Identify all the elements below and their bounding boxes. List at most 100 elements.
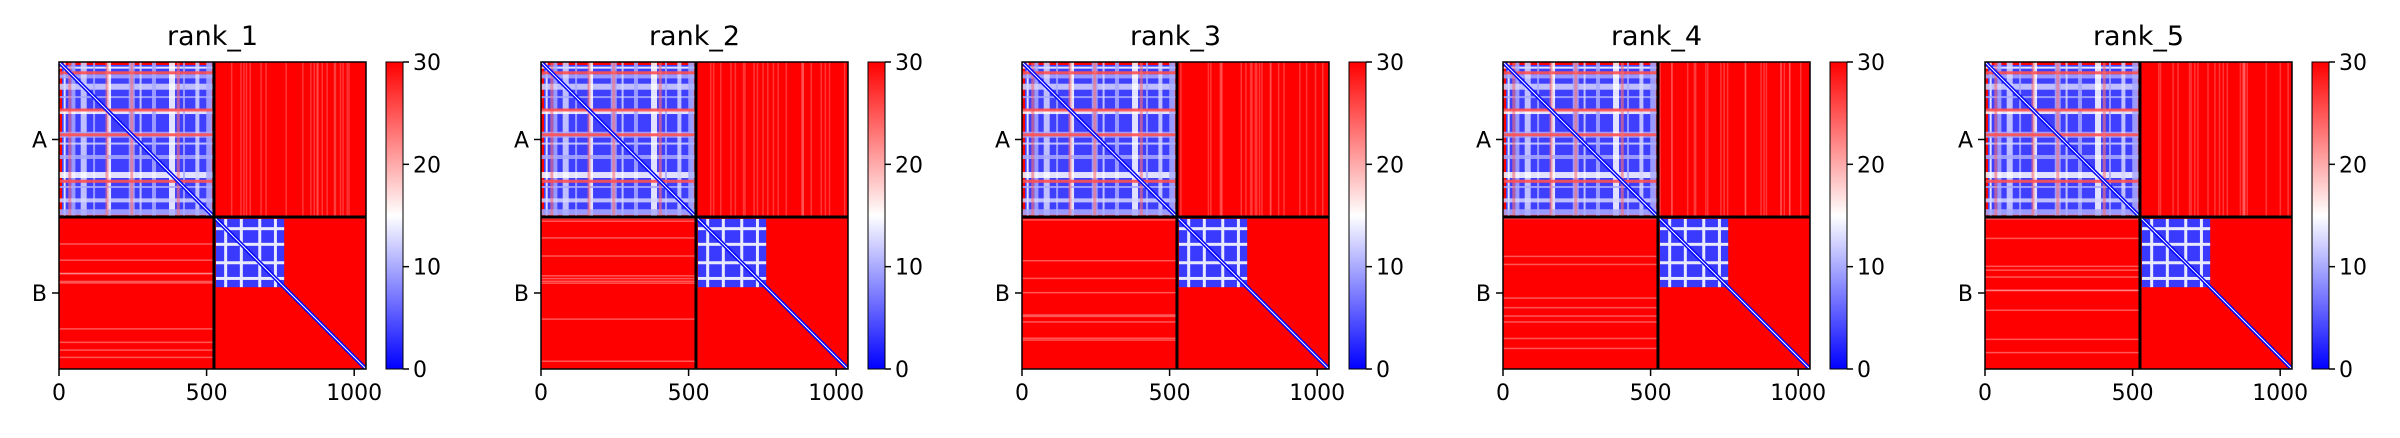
band-v bbox=[1595, 62, 1600, 217]
band-v bbox=[2095, 62, 2102, 217]
domain-band-h bbox=[697, 261, 767, 265]
texture-line bbox=[317, 62, 319, 217]
texture-line bbox=[1022, 219, 1177, 221]
x-tick-label: 0 bbox=[1496, 381, 1510, 406]
band-red-v bbox=[1139, 62, 1143, 217]
band-v bbox=[1169, 62, 1176, 217]
band-v bbox=[2132, 62, 2139, 217]
band-h bbox=[1503, 66, 1658, 69]
domain-band-v bbox=[740, 218, 744, 288]
band-h bbox=[59, 96, 214, 99]
diagonal-b-core bbox=[2139, 216, 2292, 369]
band-h bbox=[541, 66, 696, 69]
band-red-h bbox=[1503, 133, 1658, 137]
band-red-h bbox=[1503, 71, 1658, 75]
pae-texture bbox=[1985, 62, 2289, 354]
texture-line bbox=[2214, 62, 2216, 217]
chain-b-block bbox=[694, 215, 848, 369]
texture-line bbox=[1022, 259, 1177, 262]
texture-line bbox=[1503, 315, 1658, 317]
band-red-v bbox=[2031, 62, 2035, 217]
texture-line bbox=[1744, 62, 1747, 217]
texture-line bbox=[2197, 62, 2199, 217]
texture-line bbox=[1305, 62, 1308, 217]
domain-band-v bbox=[224, 218, 228, 288]
band-red-h bbox=[541, 179, 696, 183]
texture-line bbox=[810, 62, 813, 217]
y-tick-label: B bbox=[995, 282, 1010, 307]
texture-line bbox=[1985, 351, 2140, 354]
band-v bbox=[1043, 62, 1050, 217]
band-h bbox=[1503, 74, 1658, 79]
texture-line bbox=[1221, 62, 1223, 217]
domain-band-v bbox=[258, 218, 262, 288]
texture-line bbox=[1220, 62, 1222, 217]
texture-line bbox=[1269, 62, 1272, 217]
y-tick-label: B bbox=[1476, 282, 1491, 307]
colorbar-gradient bbox=[867, 61, 886, 370]
band-v bbox=[1551, 62, 1556, 217]
domain-band-v bbox=[1717, 218, 1721, 288]
band-h bbox=[1985, 185, 2140, 188]
chain-b-block bbox=[2138, 215, 2292, 369]
colorbar-tick-label: 30 bbox=[1376, 51, 1404, 76]
band-h bbox=[541, 83, 696, 90]
band-h bbox=[1985, 74, 2140, 79]
x-tick-label: 500 bbox=[186, 381, 228, 406]
texture-line bbox=[756, 62, 759, 217]
chain-a-block bbox=[541, 62, 698, 219]
x-tick-label: 1000 bbox=[2252, 381, 2308, 406]
texture-line bbox=[1720, 62, 1722, 217]
texture-line bbox=[2244, 62, 2246, 217]
band-h bbox=[541, 185, 696, 188]
band-red-h bbox=[59, 71, 214, 75]
band-v bbox=[1507, 62, 1510, 217]
band-v bbox=[182, 62, 185, 217]
heatmap-panel-3: rank_3 0 500 1000 A B 0 10 20 30 bbox=[995, 21, 1404, 406]
domain-band-v bbox=[239, 218, 243, 288]
band-red-h bbox=[1022, 179, 1177, 183]
texture-line bbox=[1985, 289, 2140, 292]
texture-line bbox=[59, 280, 214, 283]
texture-line bbox=[310, 62, 312, 217]
texture-line bbox=[1985, 276, 2140, 278]
domain-band-v bbox=[721, 218, 725, 288]
band-h bbox=[1503, 83, 1658, 90]
colorbar: 0 10 20 30 bbox=[867, 51, 923, 383]
texture-line bbox=[2279, 62, 2282, 217]
texture-line bbox=[1693, 62, 1696, 217]
band-v bbox=[1145, 62, 1148, 217]
band-v bbox=[63, 62, 66, 217]
texture-line bbox=[59, 272, 214, 275]
texture-line bbox=[2194, 62, 2196, 217]
domain-band-v bbox=[755, 218, 759, 288]
texture-line bbox=[541, 217, 696, 220]
band-v bbox=[1583, 62, 1586, 217]
band-v bbox=[1613, 62, 1620, 217]
band-red-v bbox=[612, 62, 616, 217]
texture-line bbox=[1503, 263, 1658, 266]
band-h bbox=[1022, 154, 1177, 159]
band-h bbox=[1022, 83, 1177, 90]
texture-line bbox=[1723, 62, 1725, 217]
x-tick-label: 0 bbox=[1978, 381, 1992, 406]
band-red-h bbox=[541, 133, 696, 137]
texture-line bbox=[316, 62, 318, 217]
band-v bbox=[139, 62, 142, 217]
texture-line bbox=[265, 62, 267, 217]
band-h bbox=[1503, 96, 1658, 99]
colorbar-tick-label: 20 bbox=[1857, 153, 1885, 178]
texture-line bbox=[342, 62, 344, 217]
colorbar-tick-label: 20 bbox=[413, 153, 441, 178]
x-tick-label: 0 bbox=[52, 381, 66, 406]
texture-line bbox=[1760, 62, 1762, 217]
band-h bbox=[1503, 209, 1658, 216]
colorbar-tick-label: 30 bbox=[2339, 51, 2367, 76]
band-v bbox=[677, 62, 682, 217]
x-tick-label: 0 bbox=[534, 381, 548, 406]
band-v bbox=[2077, 62, 2082, 217]
texture-line bbox=[1694, 62, 1697, 217]
chart-title: rank_3 bbox=[1130, 21, 1221, 52]
colorbar: 0 10 20 30 bbox=[2311, 51, 2367, 383]
